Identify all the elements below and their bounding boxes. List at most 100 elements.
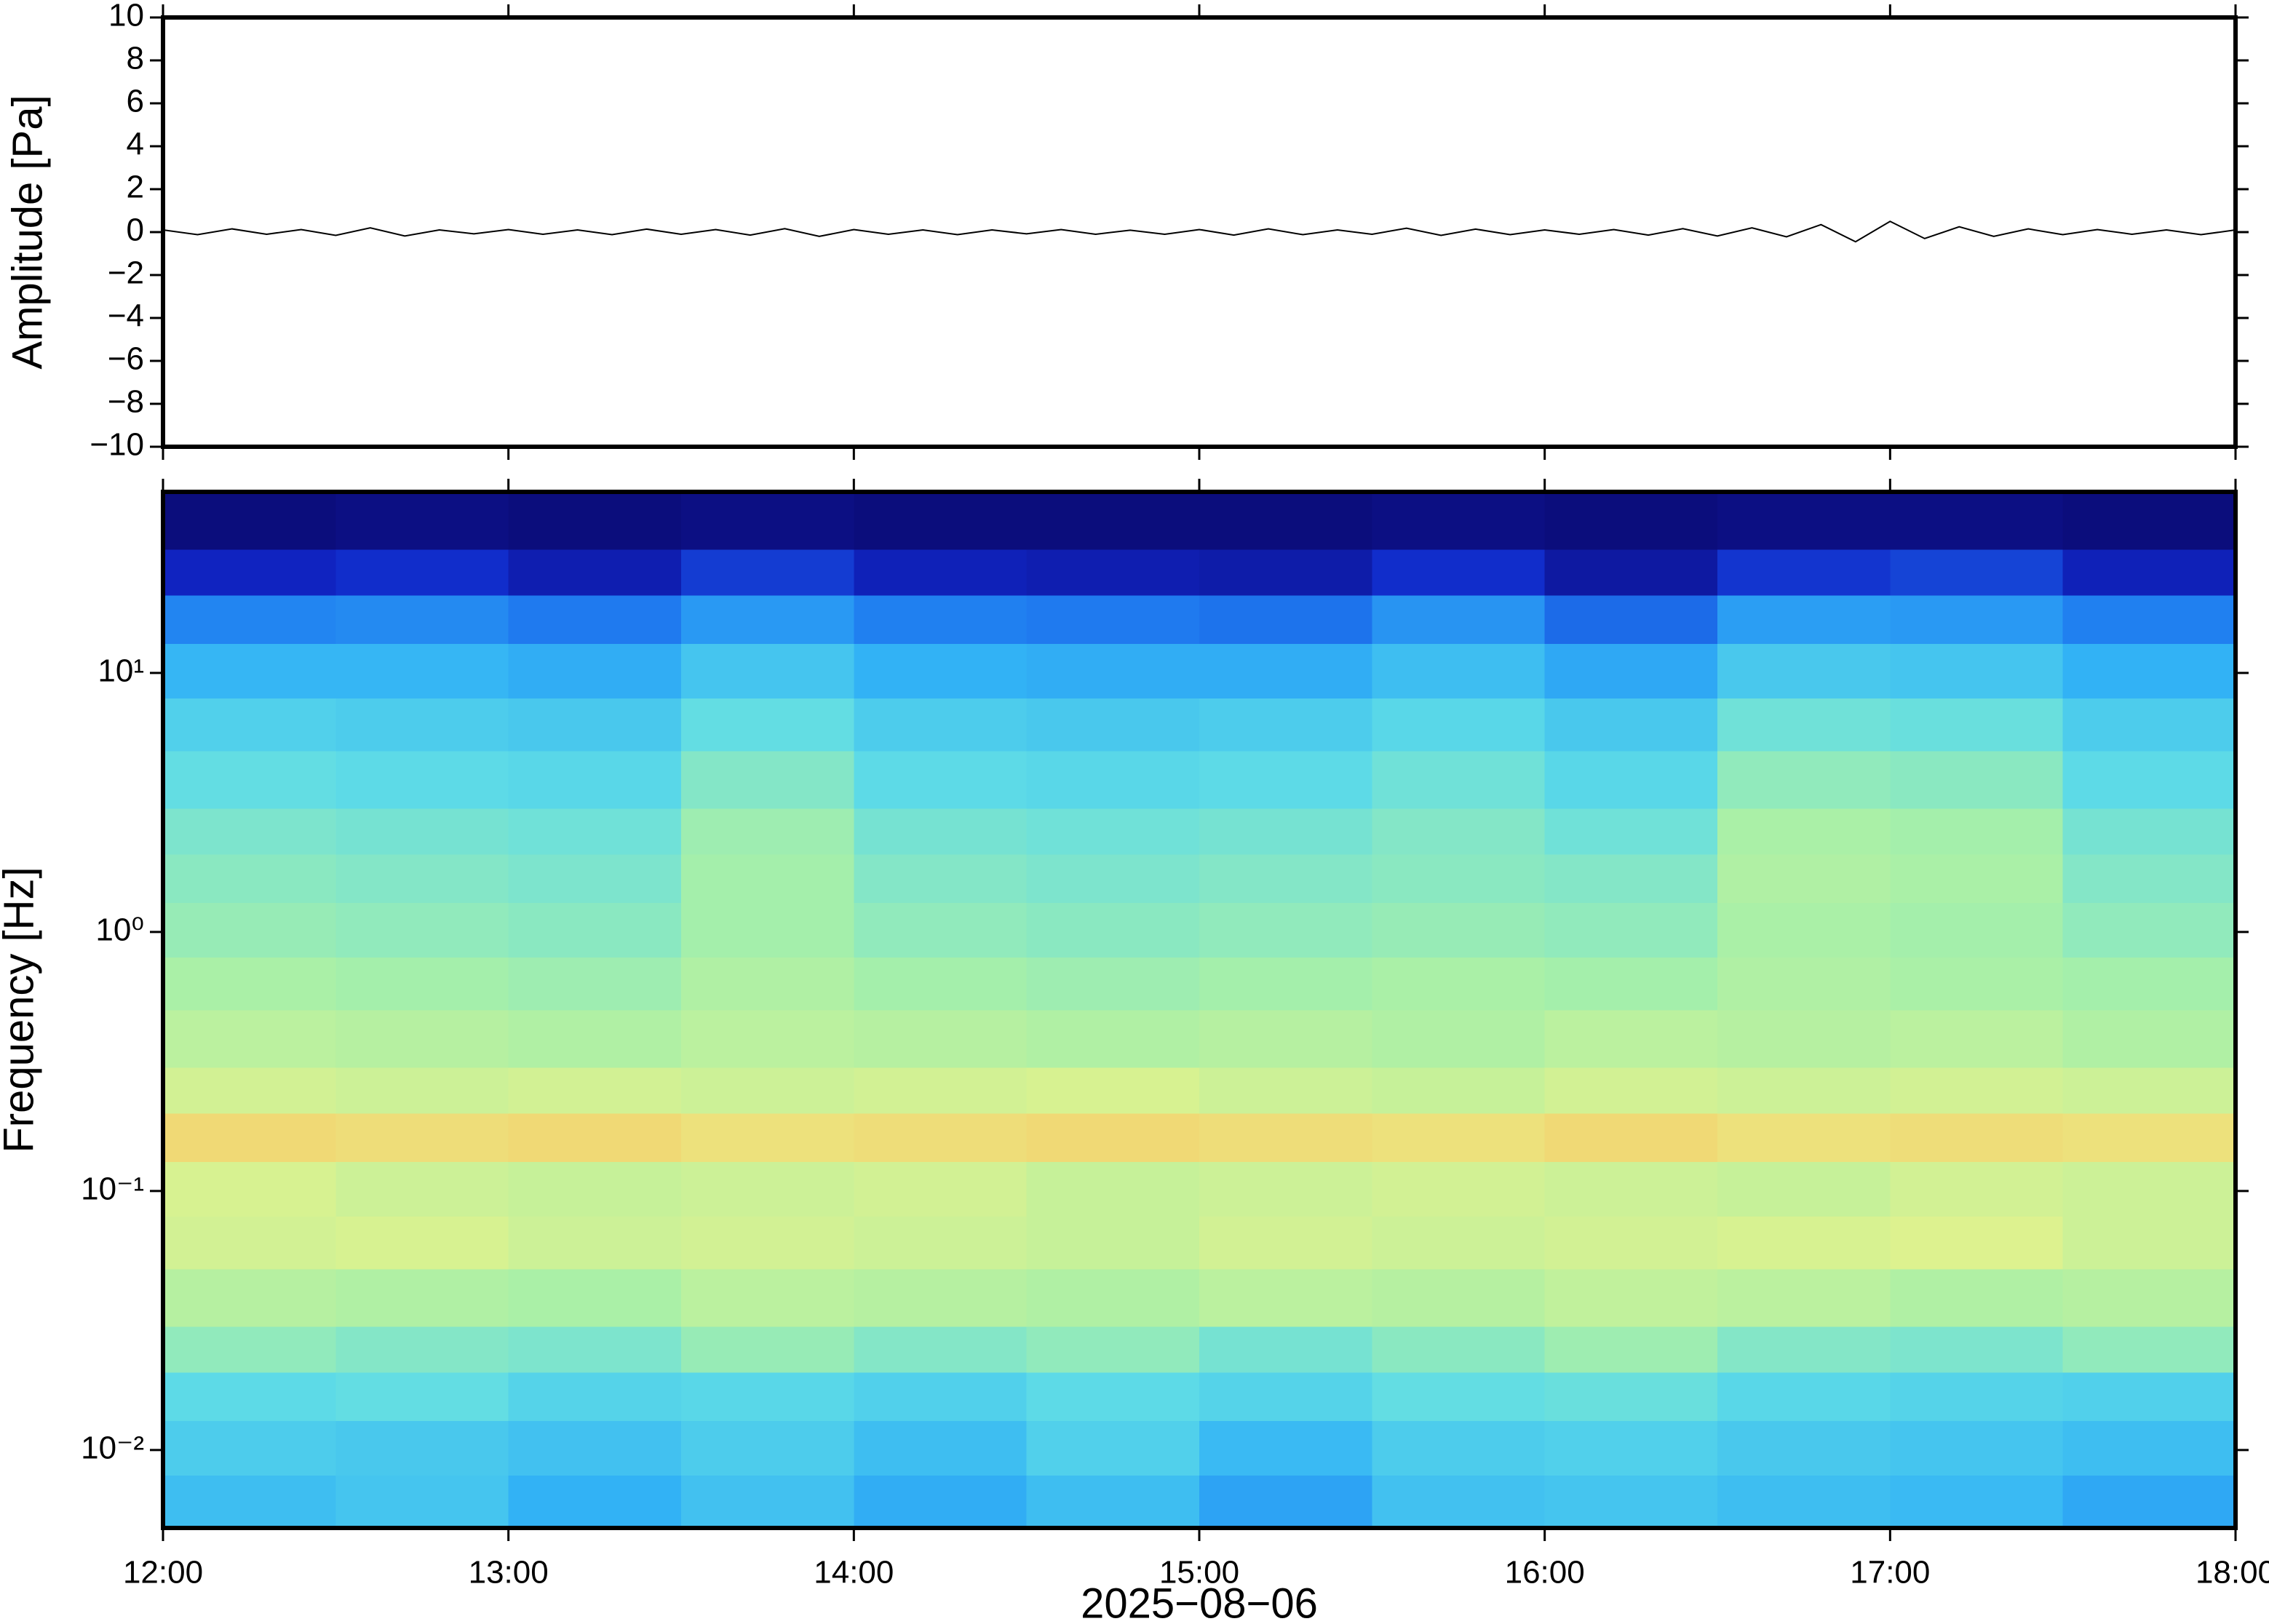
heatmap-cell [854, 1372, 1028, 1421]
heatmap-cell [335, 594, 509, 644]
y-tick-label: −8 [108, 384, 144, 420]
heatmap-cell [1717, 1326, 1891, 1373]
heatmap-cell [681, 643, 854, 698]
heatmap-cell [1199, 1269, 1372, 1327]
heatmap-cell [1199, 1112, 1372, 1162]
heatmap-cell [508, 1067, 682, 1114]
heatmap-cell [1199, 853, 1372, 903]
heatmap-cell [1544, 1010, 1718, 1068]
heatmap-cell [1717, 1161, 1891, 1217]
heatmap-cell [681, 594, 854, 644]
heatmap-cell [1890, 1010, 2064, 1068]
heatmap-cell [854, 1269, 1028, 1327]
heatmap-cell [1717, 1010, 1891, 1068]
heatmap-cell [1372, 1475, 1546, 1529]
y-tick-label: 10 [108, 0, 144, 33]
heatmap-cell [1026, 492, 1200, 550]
heatmap-cell [1026, 1326, 1200, 1373]
heatmap-cell [2062, 902, 2236, 958]
heatmap-cell [1199, 698, 1372, 752]
heatmap-cell [1544, 1112, 1718, 1162]
heatmap-cell [1544, 1475, 1718, 1529]
heatmap-cell [163, 643, 336, 698]
heatmap-cell [1890, 492, 2064, 550]
plot-frame [161, 15, 2238, 449]
heatmap-cell [1717, 1475, 1891, 1529]
heatmap-cell [1372, 1269, 1546, 1327]
heatmap-cell [2062, 1326, 2236, 1373]
heatmap-cell [1717, 808, 1891, 855]
heatmap-cell [163, 1161, 336, 1217]
heatmap-cell [1544, 751, 1718, 809]
heatmap-cell [681, 1420, 854, 1476]
heatmap-cell [1544, 643, 1718, 698]
heatmap-cell [1372, 1372, 1546, 1421]
heatmap-cell [681, 1216, 854, 1270]
heatmap-cell [1890, 902, 2064, 958]
heatmap-cell [1372, 643, 1546, 698]
heatmap-cell [1890, 549, 2064, 596]
heatmap-cell [1717, 957, 1891, 1011]
heatmap-cell [854, 1161, 1028, 1217]
heatmap-cell [1026, 549, 1200, 596]
heatmap-cell [1026, 1269, 1200, 1327]
heatmap-cell [1544, 1372, 1718, 1421]
y-tick-label: 6 [127, 84, 144, 119]
heatmap-cell [1199, 1067, 1372, 1114]
heatmap-cell [681, 1269, 854, 1327]
heatmap-cell [1544, 1420, 1718, 1476]
heatmap-cell [335, 643, 509, 698]
heatmap-cell [1890, 643, 2064, 698]
heatmap-cell [1544, 1216, 1718, 1270]
heatmap-cell [854, 1475, 1028, 1529]
heatmap-cell [163, 1216, 336, 1270]
heatmap-cell [854, 1216, 1028, 1270]
heatmap-cell [1890, 1420, 2064, 1476]
heatmap-cell [1717, 698, 1891, 752]
heatmap-cell [335, 1067, 509, 1114]
heatmap-cell [2062, 1372, 2236, 1421]
heatmap-cell [1890, 1372, 2064, 1421]
heatmap-cell [681, 808, 854, 855]
heatmap-cell [2062, 1269, 2236, 1327]
x-tick-label: 13:00 [469, 1555, 549, 1591]
heatmap-cell [508, 1372, 682, 1421]
heatmap-cell [2062, 549, 2236, 596]
heatmap-cell [335, 1326, 509, 1373]
y-tick-label: 2 [127, 170, 144, 205]
heatmap-cell [854, 808, 1028, 855]
heatmap-cell [1199, 643, 1372, 698]
y-tick-label: 10⁻² [81, 1430, 144, 1465]
heatmap-cell [1372, 1010, 1546, 1068]
heatmap-cell [1544, 549, 1718, 596]
heatmap-cell [854, 1067, 1028, 1114]
heatmap-cell [854, 751, 1028, 809]
heatmap-cell [1199, 902, 1372, 958]
heatmap-cell [854, 957, 1028, 1011]
heatmap-cell [335, 1269, 509, 1327]
heatmap-cell [1026, 751, 1200, 809]
y-tick-label: 10¹ [98, 653, 144, 688]
heatmap-cell [854, 698, 1028, 752]
heatmap-cell [681, 1112, 854, 1162]
heatmap-cell [681, 853, 854, 903]
heatmap-cell [681, 1326, 854, 1373]
heatmap-cell [681, 1372, 854, 1421]
heatmap-cell [1372, 853, 1546, 903]
heatmap-cell [1890, 1269, 2064, 1327]
heatmap-cell [854, 549, 1028, 596]
y-axis-label: Frequency [Hz] [0, 867, 42, 1153]
heatmap-cell [508, 751, 682, 809]
x-tick-label: 15:00 [1159, 1555, 1239, 1591]
y-tick-label: 0 [127, 212, 144, 248]
heatmap-cell [335, 808, 509, 855]
x-tick-label: 14:00 [814, 1555, 894, 1591]
x-tick-label: 16:00 [1505, 1555, 1585, 1591]
heatmap-cell [1717, 492, 1891, 550]
heatmap-cell [163, 1420, 336, 1476]
heatmap-cell [163, 698, 336, 752]
heatmap-cell [508, 1269, 682, 1327]
x-tick-label: 12:00 [123, 1555, 203, 1591]
heatmap-cell [1372, 1420, 1546, 1476]
